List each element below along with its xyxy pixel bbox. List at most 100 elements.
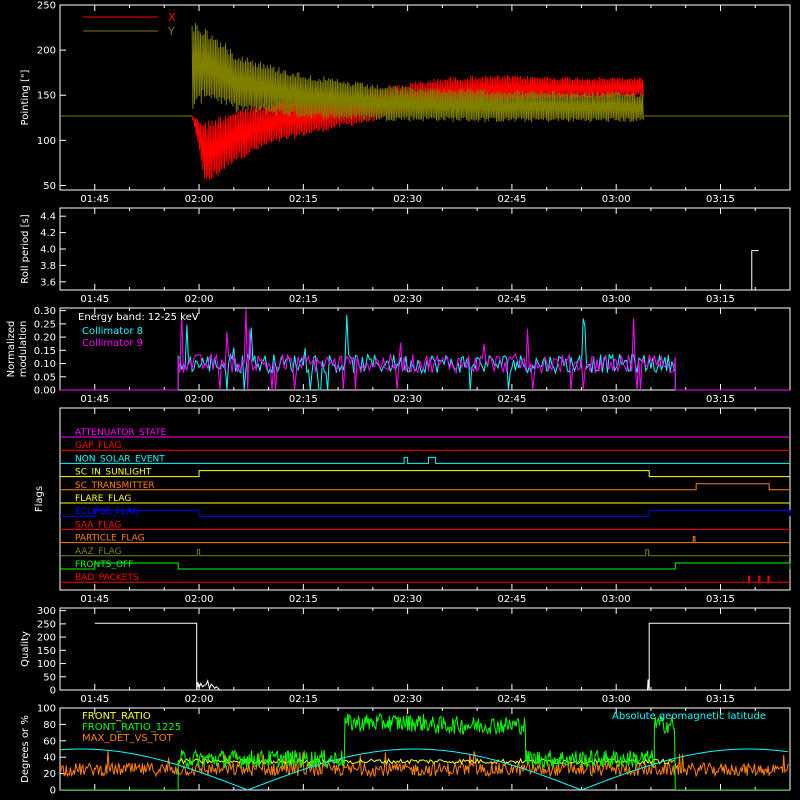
y-tick-label: 0.20	[34, 333, 56, 344]
x-tick-label: 02:15	[289, 394, 318, 405]
x-tick-label: 01:45	[80, 694, 109, 705]
x-tick-label: 03:15	[706, 594, 735, 605]
x-tick-label: 02:15	[289, 694, 318, 705]
x-tick-label: 03:00	[602, 594, 631, 605]
roll-x-axis: 01:45 02:00 02:15 02:30 02:45 03:00 03:15	[59, 208, 791, 305]
series-geomagnetic-latitude-line	[60, 748, 788, 790]
x-tick-label: 02:45	[497, 594, 526, 605]
flag-row-sc_in_sunlight: SC_IN_SUNLIGHT	[60, 468, 790, 478]
roll-y-axis: 3.6 3.8 4.0 4.2 4.4	[40, 212, 66, 288]
flag-row-non_solar_event: NON_SOLAR_EVENT	[60, 454, 790, 464]
modulation-x-axis: 01:45 02:00 02:15 02:30 02:45 03:00 03:15	[59, 308, 791, 405]
legend-label-y: Y	[167, 25, 175, 38]
flag-row-bad_packets: BAD_PACKETS	[60, 573, 790, 583]
flag-row-aaz_flag: AAZ_FLAG	[60, 547, 790, 557]
energy-band-annotation: Energy band: 12-25 keV	[78, 312, 199, 323]
y-tick-label: 300	[37, 606, 56, 617]
y-tick-label: 0	[50, 686, 56, 697]
x-tick-label: 02:15	[289, 194, 318, 205]
y-tick-label: 100	[37, 136, 56, 147]
y-tick-label: 4.0	[40, 245, 56, 256]
flag-label: ECLIPSE_FLAG	[75, 507, 139, 517]
pointing-x-axis: 01:45 02:00 02:15 02:30 02:45 03:00 03:15	[59, 5, 791, 205]
roll-frame	[59, 207, 791, 291]
x-tick-label: 03:00	[602, 394, 631, 405]
modulation-y-axis: 0.00 0.05 0.10 0.15 0.20 0.25 0.30	[34, 306, 66, 397]
x-tick-label: 02:15	[289, 294, 318, 305]
y-tick-label: 0.30	[34, 306, 56, 317]
x-tick-label: 02:45	[497, 394, 526, 405]
x-tick-label: 03:00	[602, 694, 631, 705]
x-tick-label: 03:00	[602, 194, 631, 205]
y-tick-label: 0.25	[34, 319, 56, 330]
series-collimator-9-line	[177, 308, 676, 391]
flag-label: ATTENUATOR_STATE	[75, 428, 167, 438]
modulation-ylabel-line1: Normalized	[6, 321, 17, 378]
y-tick-label: 60	[43, 736, 56, 747]
x-tick-label: 03:15	[706, 394, 735, 405]
y-tick-label: 150	[37, 91, 56, 102]
ratios-frame	[59, 707, 791, 791]
modulation-frame	[59, 307, 791, 391]
y-tick-label: 0.15	[34, 346, 56, 357]
flag-row-particle_flag: PARTICLE_FLAG	[60, 534, 790, 544]
flags-frame	[59, 407, 791, 591]
flag-row-eclipse_flag: ECLIPSE_FLAG	[60, 507, 791, 517]
y-tick-label: 20	[43, 769, 56, 780]
x-tick-label: 02:30	[393, 294, 422, 305]
y-tick-label: 4.4	[40, 212, 56, 223]
x-tick-label: 03:15	[706, 694, 735, 705]
flag-row-attenuator_state: ATTENUATOR_STATE	[60, 428, 790, 438]
x-tick-label: 02:45	[497, 694, 526, 705]
y-tick-label: 200	[37, 46, 56, 57]
flag-label: FRONTS_OFF	[75, 560, 133, 570]
quality-frame	[59, 607, 791, 691]
x-tick-label: 02:30	[393, 594, 422, 605]
flag-label: GAP_FLAG	[75, 441, 121, 451]
quality-line	[94, 622, 790, 691]
x-tick-label: 01:45	[80, 594, 109, 605]
flag-line	[60, 562, 791, 570]
x-tick-label: 01:45	[80, 294, 109, 305]
quality-ylabel: Quality	[20, 631, 31, 667]
x-tick-label: 03:15	[706, 194, 735, 205]
flag-line	[60, 549, 790, 557]
flag-line	[60, 456, 790, 464]
series-collimator-8-line	[177, 314, 676, 391]
y-tick-label: 0	[50, 786, 56, 797]
pointing-ylabel: Pointing ["]	[20, 69, 31, 125]
x-tick-label: 02:00	[185, 394, 214, 405]
flag-row-saa_flag: SAA_FLAG	[60, 520, 790, 530]
pointing-frame	[59, 4, 791, 191]
series-front-ratio-1225-line	[60, 712, 790, 790]
flag-line	[60, 509, 791, 517]
y-tick-label: 4.2	[40, 228, 56, 239]
x-tick-label: 01:45	[80, 394, 109, 405]
flag-label: PARTICLE_FLAG	[75, 534, 145, 544]
roll-period-line	[751, 250, 759, 290]
pointing-y-axis: 50 100 150 200 250	[37, 1, 66, 192]
y-tick-label: 50	[43, 181, 56, 192]
x-tick-label: 02:45	[497, 294, 526, 305]
flag-label: BAD_PACKETS	[75, 573, 139, 583]
y-tick-label: 100	[37, 659, 56, 670]
flag-label: AAZ_FLAG	[75, 547, 122, 557]
ratios-ylabel: Degrees or %	[20, 715, 31, 783]
flag-label: SC_TRANSMITTER	[75, 481, 155, 491]
flag-label: SAA_FLAG	[75, 520, 121, 530]
pointing-legend: XY	[83, 11, 176, 38]
flag-row-gap_flag: GAP_FLAG	[60, 441, 790, 451]
flag-label: NON_SOLAR_EVENT	[75, 454, 165, 464]
legend-label-front-ratio-1225: FRONT_RATIO_1225	[82, 722, 181, 733]
series-y-line	[191, 22, 644, 123]
x-tick-label: 02:00	[185, 194, 214, 205]
y-tick-label: 100	[37, 704, 56, 715]
legend-label-front-ratio: FRONT_RATIO	[82, 711, 151, 722]
flag-label: FLARE_FLAG	[75, 494, 131, 504]
flag-row-fronts_off: FRONTS_OFF	[60, 560, 791, 570]
flags-ylabel: Flags	[34, 486, 45, 512]
ratios-x-axis	[59, 708, 791, 790]
flag-line	[60, 575, 790, 583]
y-tick-label: 3.6	[40, 277, 56, 288]
